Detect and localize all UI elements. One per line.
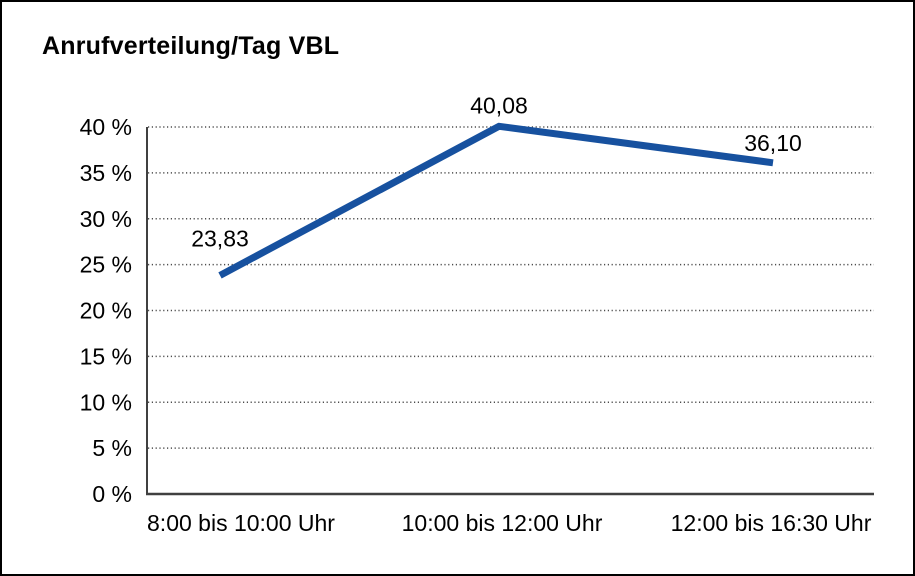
chart-title: Anrufverteilung/Tag VBL	[42, 32, 340, 60]
y-axis-tick-label: 10 %	[80, 389, 132, 415]
y-axis-tick-label: 5 %	[92, 435, 132, 461]
data-point-label: 40,08	[470, 92, 528, 118]
data-line-series	[218, 122, 774, 279]
y-axis-tick-label: 15 %	[80, 343, 132, 369]
data-point-label: 36,10	[744, 130, 802, 156]
y-axis-tick-label: 40 %	[80, 114, 132, 140]
y-axis-tick-label: 20 %	[80, 298, 132, 324]
y-axis-tick-label: 35 %	[80, 160, 132, 186]
y-axis-tick-label: 0 %	[92, 481, 132, 507]
y-axis-tick-label: 30 %	[80, 206, 132, 232]
x-axis-category-label: 10:00 bis 12:00 Uhr	[402, 510, 603, 536]
x-axis-category-label: 8:00 bis 10:00 Uhr	[147, 510, 335, 536]
data-point-label: 23,83	[191, 225, 249, 251]
x-axis-category-label: 12:00 bis 16:30 Uhr	[671, 510, 872, 536]
y-axis-tick-label: 25 %	[80, 252, 132, 278]
